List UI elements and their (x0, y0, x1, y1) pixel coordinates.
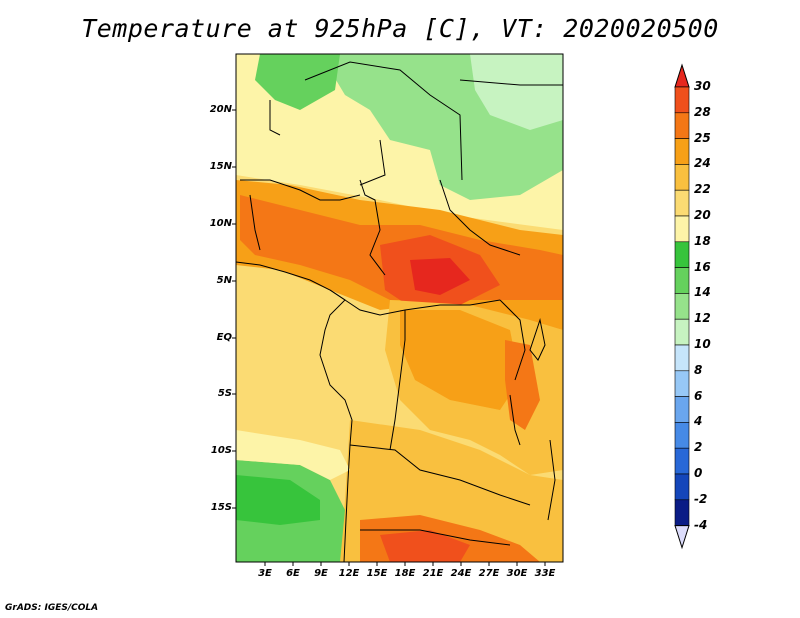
lon-label-3e: 3E (258, 568, 272, 579)
colorbar-label: 14 (694, 285, 711, 300)
colorbar-segment (674, 189, 690, 217)
grads-credit: GrADS: IGES/COLA (5, 603, 99, 613)
colorbar-bottom-cap (674, 525, 690, 550)
map-ticks (232, 109, 546, 566)
colorbar-label: 2 (694, 440, 703, 455)
colorbar-label: 0 (694, 466, 703, 480)
colorbar-segment (674, 370, 690, 397)
colorbar-segment (674, 499, 690, 526)
colorbar-segment (674, 447, 690, 475)
lon-label-12e: 12E (338, 568, 360, 579)
map-title: Temperature at 925hPa [C], VT: 202002050… (81, 14, 719, 43)
colorbar-segment (674, 422, 690, 449)
lat-label-eq: EQ (216, 332, 232, 343)
lon-label-18e: 18E (394, 568, 416, 579)
map-frame (235, 53, 564, 563)
lon-label-30e: 30E (506, 568, 528, 579)
colorbar-segment (674, 396, 690, 423)
congo-hot-field (400, 310, 520, 410)
colorbar-label: 6 (694, 388, 703, 403)
lon-label-27e: 27E (478, 568, 500, 579)
country-borders (236, 61, 563, 562)
lat-label-15s: 15S (210, 502, 232, 513)
southwest-cooler-field (236, 475, 320, 525)
lat-label-20n: 20N (209, 104, 232, 115)
lat-label-5n: 5N (216, 275, 232, 286)
sahara-green-patch (255, 54, 340, 110)
lon-label-9e: 9E (314, 568, 328, 579)
colorbar-segment (674, 267, 690, 294)
colorbar-label: 8 (694, 362, 703, 377)
colorbar-segment (674, 344, 690, 372)
southwest-coast-field (236, 430, 350, 480)
lon-label-6e: 6E (286, 568, 300, 579)
lat-label-15n: 15N (209, 161, 232, 172)
colorbar-label: 30 (694, 79, 711, 93)
lat-label-10n: 10N (209, 218, 232, 229)
lon-label-15e: 15E (366, 568, 388, 579)
colorbar-segment (674, 318, 690, 346)
colorbar-segment (674, 241, 690, 268)
colorbar-label: 12 (694, 311, 711, 326)
colorbar-segment (674, 215, 690, 243)
hottest-spot-field (410, 258, 470, 295)
colorbar-label: 28 (694, 104, 711, 119)
colorbar-label: 10 (694, 337, 711, 351)
rift-hot-field (505, 340, 540, 430)
colorbar-segment (674, 138, 690, 165)
colorbar-label: 24 (694, 156, 711, 171)
colorbar-label: 4 (694, 414, 703, 429)
colorbar-label: 16 (694, 259, 711, 274)
colorbar-segment (674, 164, 690, 191)
colorbar-segment (674, 293, 690, 320)
colorbar-label: -4 (694, 517, 708, 532)
colorbar-segments (674, 63, 690, 550)
sahara-cooler-field (470, 54, 563, 130)
lon-label-33e: 33E (534, 568, 556, 579)
colorbar-segment (674, 473, 690, 501)
lon-label-21e: 21E (422, 568, 444, 579)
lon-label-24e: 24E (450, 568, 472, 579)
colorbar-label: 20 (694, 208, 711, 222)
colorbar-label: 25 (694, 130, 711, 145)
colorbar-label: 22 (694, 182, 711, 197)
lat-label-5s: 5S (217, 388, 232, 399)
colorbar-segment (674, 86, 690, 114)
southern-hottest-field (380, 530, 470, 562)
colorbar-label: 18 (694, 233, 711, 248)
colorbar-label: -2 (694, 491, 708, 506)
colorbar-top-cap (674, 63, 690, 88)
lat-label-10s: 10S (210, 445, 232, 456)
colorbar-segment (674, 112, 690, 139)
